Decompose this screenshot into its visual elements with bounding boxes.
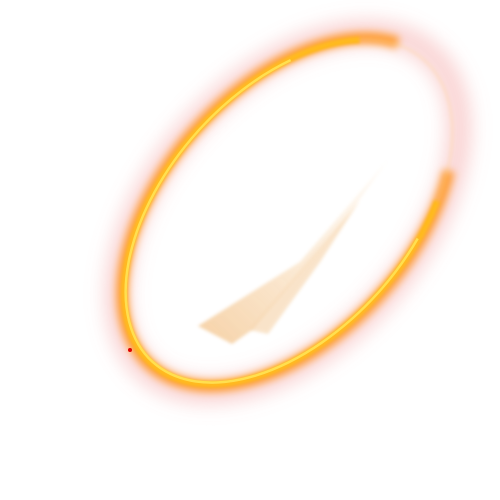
ring-bright-core (124, 40, 452, 384)
ring-faint-left (122, 37, 454, 387)
red-dot (128, 348, 132, 352)
inner-light-streak-small (250, 200, 360, 334)
inner-light-streak-large (198, 160, 388, 344)
